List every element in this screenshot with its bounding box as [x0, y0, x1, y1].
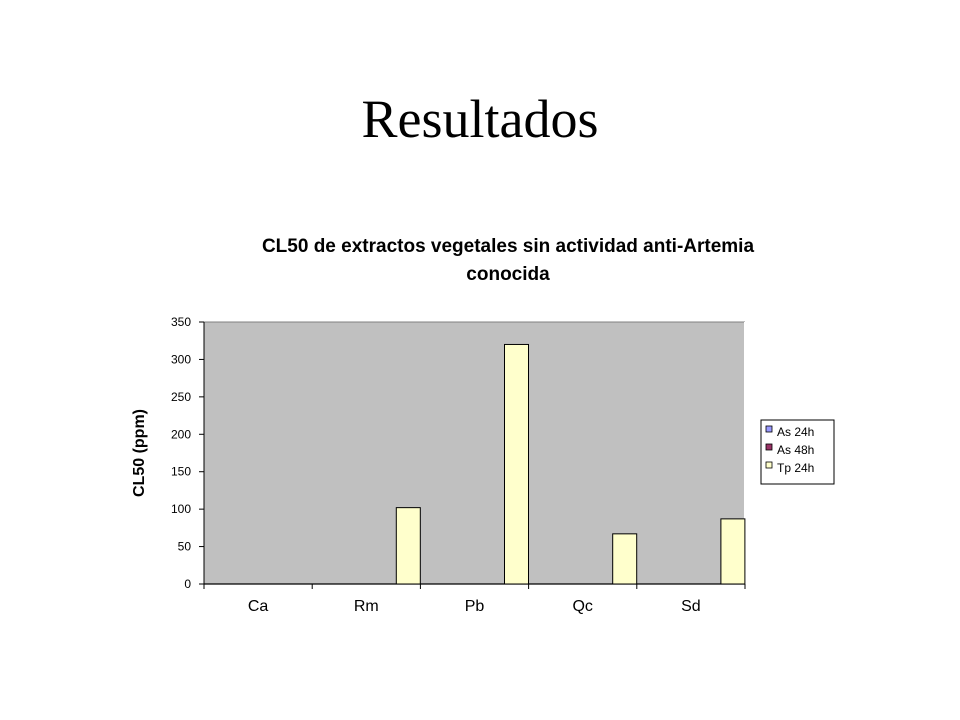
- chart-title-line: conocida: [466, 264, 550, 285]
- bar-tp-24h: [612, 533, 638, 585]
- legend-label: Tp 24h: [777, 461, 814, 475]
- x-tick-label: Sd: [681, 598, 701, 615]
- legend-label: As 24h: [777, 425, 814, 439]
- y-tick-label: 50: [178, 540, 192, 554]
- legend-label: As 48h: [777, 443, 814, 457]
- x-tick-label: Rm: [354, 598, 379, 615]
- plot-area: [204, 321, 746, 585]
- legend-swatch: [765, 425, 773, 433]
- slide-title: Resultados: [361, 89, 599, 149]
- bar-tp-24h: [395, 507, 421, 585]
- bar-tp-24h: [720, 518, 746, 585]
- x-tick-label: Qc: [572, 598, 592, 615]
- legend-swatch: [765, 461, 773, 469]
- y-tick-label: 300: [171, 352, 191, 366]
- y-axis: 0 50 100 150 200 250 300 350: [171, 315, 205, 591]
- bars: [395, 343, 746, 585]
- bar-tp-24h: [504, 343, 529, 585]
- chart-title: CL50 de extractos vegetales sin activida…: [262, 236, 755, 285]
- legend-box: [760, 419, 835, 485]
- plot-background: [204, 322, 745, 584]
- y-tick-label: 0: [184, 577, 191, 591]
- y-axis-label: CL50 (ppm): [131, 409, 148, 497]
- y-tick-label: 350: [171, 315, 191, 329]
- y-tick-label: 150: [171, 465, 191, 479]
- legend-swatch: [765, 443, 773, 451]
- legend: As 24h As 48h Tp 24h: [760, 419, 835, 485]
- y-tick-label: 250: [171, 390, 191, 404]
- y-tick-label: 200: [171, 427, 191, 441]
- chart-title-line: CL50 de extractos vegetales sin activida…: [262, 236, 755, 257]
- x-axis: Ca Rm Pb Qc Sd: [203, 584, 746, 615]
- x-tick-label: Ca: [248, 598, 269, 615]
- x-tick-label: Pb: [465, 598, 485, 615]
- y-tick-label: 100: [171, 502, 191, 516]
- y-axis-label-group: CL50 (ppm): [131, 409, 148, 497]
